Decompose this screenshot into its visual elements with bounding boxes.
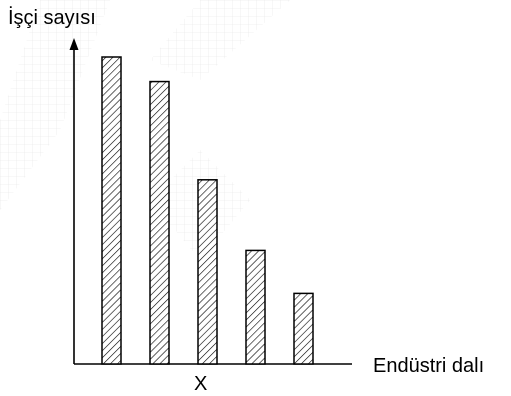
x-marker-label: X bbox=[194, 373, 207, 395]
y-axis-label: İşçi sayısı bbox=[8, 6, 96, 29]
watermark bbox=[0, 0, 290, 260]
bar-2 bbox=[149, 80, 170, 365]
bar-5 bbox=[293, 292, 314, 365]
y-axis-arrow bbox=[69, 38, 79, 50]
x-axis-label: Endüstri dalı bbox=[373, 355, 484, 377]
bar-1 bbox=[101, 56, 122, 365]
bar-3 bbox=[197, 179, 218, 365]
bars bbox=[101, 56, 314, 365]
bar-4 bbox=[245, 249, 266, 365]
